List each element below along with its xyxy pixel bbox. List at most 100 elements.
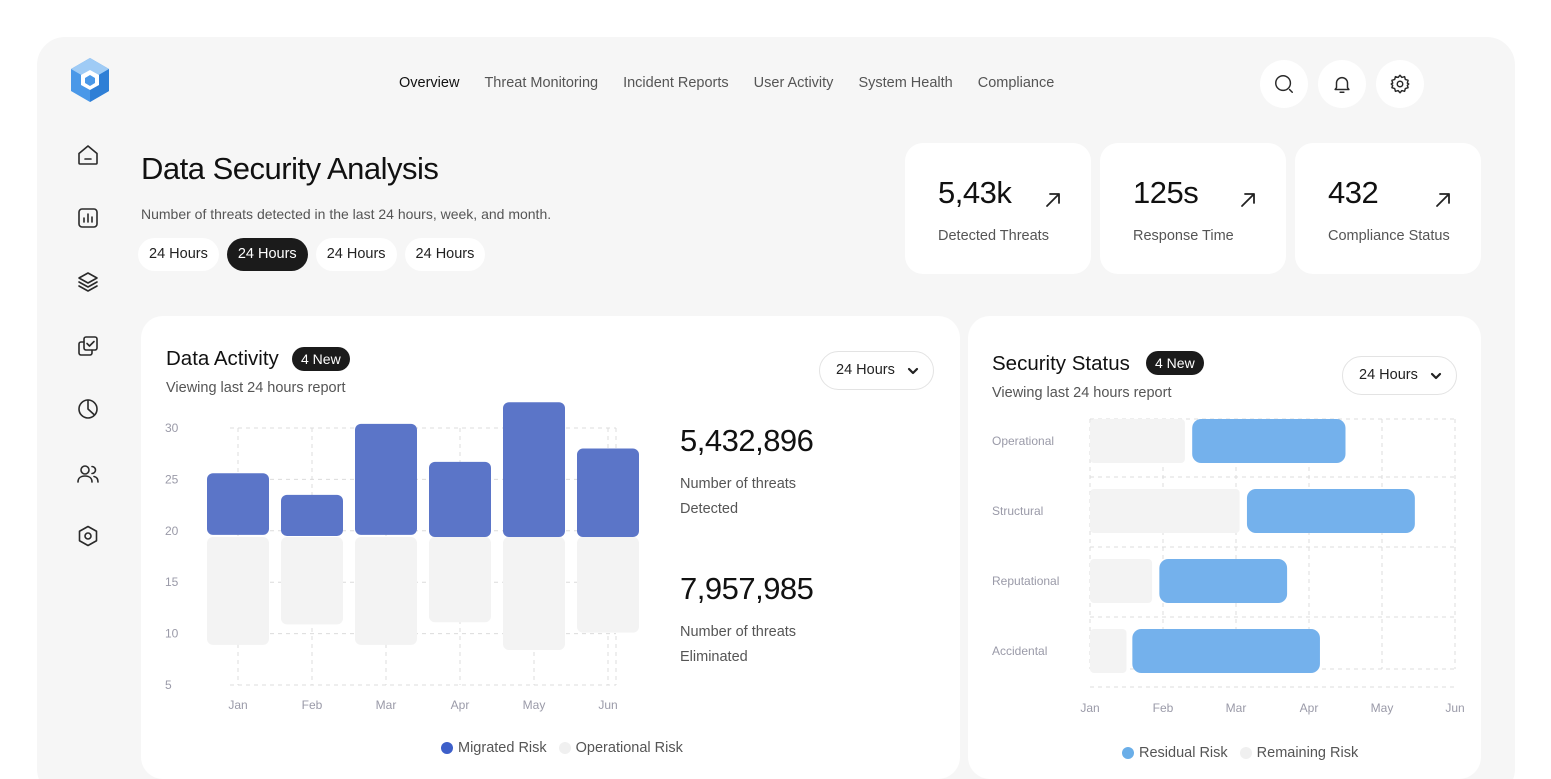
arrow-up-right-icon [1436, 193, 1450, 207]
settings-button[interactable] [1376, 60, 1424, 108]
home-icon[interactable] [73, 140, 103, 170]
bar-residual-risk [1132, 629, 1320, 673]
threats-eliminated-label: Number of threats Eliminated [680, 624, 797, 665]
bar-residual-risk [1246, 489, 1415, 533]
search-button[interactable] [1260, 60, 1308, 108]
tab-user-activity[interactable]: User Activity [753, 75, 834, 91]
stat-value: 432 [1328, 175, 1379, 210]
pie-chart-icon[interactable] [73, 394, 103, 424]
card-subtitle: Viewing last 24 hours report [166, 380, 346, 396]
y-tick-label: 25 [165, 472, 179, 486]
data-activity-chart: 30 25 20 15 10 5 Jan Feb Mar Apr May Jun [165, 402, 639, 712]
bar-remaining-risk [1090, 489, 1240, 533]
bar-remaining-risk [1090, 629, 1127, 673]
tab-threat-monitoring[interactable]: Threat Monitoring [484, 75, 599, 91]
dropdown-value: 24 Hours [1359, 367, 1418, 383]
time-chip[interactable]: 24 Hours [138, 238, 219, 271]
x-tick-label: Mar [1226, 701, 1247, 715]
x-tick-label: May [1371, 701, 1394, 715]
hexagon-icon[interactable] [73, 521, 103, 551]
users-icon[interactable] [73, 459, 103, 489]
legend-item: Migrated Risk [441, 740, 547, 756]
x-tick-label: Mar [376, 698, 397, 712]
legend-item: Operational Risk [558, 740, 683, 756]
chart-legend: Migrated Risk Operational Risk [441, 740, 683, 756]
chevron-down-icon [907, 367, 918, 374]
security-status-card: Security Status 4 New Viewing last 24 ho… [968, 316, 1481, 779]
bar-operational-risk [355, 536, 417, 645]
legend-label: Residual Risk [1139, 745, 1228, 761]
stat-card-detected-threats[interactable]: 5,43k Detected Threats [905, 143, 1091, 274]
threats-detected-value: 5,432,896 [680, 423, 814, 458]
time-chip[interactable]: 24 Hours [315, 238, 397, 271]
bar-migrated-risk [281, 494, 343, 536]
y-category-label: Structural [992, 504, 1043, 518]
bar-operational-risk [281, 536, 343, 625]
y-tick-label: 5 [165, 678, 172, 692]
security-status-chart: Jan Feb Mar Apr May Jun Operational Structural R… [992, 418, 1465, 715]
card-title: Data Activity [166, 347, 279, 370]
legend-label: Migrated Risk [458, 740, 547, 756]
x-tick-label: Feb [302, 698, 323, 712]
x-tick-label: May [523, 698, 546, 712]
bar-residual-risk [1192, 419, 1346, 463]
x-tick-label: Feb [1153, 701, 1174, 715]
chart-legend: Residual Risk Remaining Risk [1122, 745, 1358, 761]
y-category-label: Operational [992, 434, 1054, 448]
card-subtitle: Viewing last 24 hours report [992, 385, 1172, 401]
time-range-dropdown[interactable]: 24 Hours [819, 351, 934, 390]
dropdown-value: 24 Hours [836, 362, 895, 378]
y-tick-label: 20 [165, 524, 179, 538]
time-range-dropdown[interactable]: 24 Hours [1342, 356, 1457, 395]
tab-system-health[interactable]: System Health [858, 75, 953, 91]
check-copy-icon[interactable] [73, 331, 103, 361]
time-chip-active[interactable]: 24 Hours [226, 238, 308, 271]
stat-label: Detected Threats [938, 228, 1049, 244]
stat-value: 125s [1133, 175, 1199, 210]
search-icon [1275, 75, 1293, 93]
threats-eliminated-value: 7,957,985 [680, 571, 814, 606]
time-chip[interactable]: 24 Hours [404, 238, 486, 271]
tab-compliance[interactable]: Compliance [977, 75, 1055, 91]
arrow-up-right-icon [1241, 193, 1255, 207]
stat-card-response-time[interactable]: 125s Response Time [1100, 143, 1286, 274]
bar-migrated-risk [429, 461, 491, 537]
y-category-label: Reputational [992, 574, 1059, 588]
legend-dot-remaining [1239, 747, 1252, 759]
data-activity-card: Data Activity 4 New Viewing last 24 hour… [141, 316, 960, 779]
top-nav: Overview Threat Monitoring Incident Repo… [399, 75, 1054, 91]
y-tick-label: 10 [165, 627, 179, 641]
stat-value: 5,43k [938, 175, 1012, 210]
legend-label: Remaining Risk [1256, 745, 1359, 761]
new-badge: 4 New [292, 347, 350, 371]
stat-label: Response Time [1133, 228, 1234, 244]
legend-item: Remaining Risk [1239, 745, 1359, 761]
stat-card-compliance-status[interactable]: 432 Compliance Status [1295, 143, 1481, 274]
tab-overview[interactable]: Overview [399, 75, 460, 91]
notifications-button[interactable] [1318, 60, 1366, 108]
x-tick-label: Jan [1080, 701, 1099, 715]
threats-detected-label: Number of threats Detected [680, 476, 797, 517]
bar-migrated-risk [355, 423, 417, 535]
x-tick-label: Apr [451, 698, 470, 712]
x-tick-label: Jun [598, 698, 617, 712]
time-range-chips: 24 Hours 24 Hours 24 Hours 24 Hours [138, 238, 486, 271]
x-tick-label: Jan [228, 698, 247, 712]
layers-icon[interactable] [73, 267, 103, 297]
page-title: Data Security Analysis [141, 151, 439, 186]
bar-remaining-risk [1090, 559, 1153, 603]
tab-incident-reports[interactable]: Incident Reports [623, 75, 729, 91]
page-subtitle: Number of threats detected in the last 2… [141, 206, 552, 222]
chevron-down-icon [1430, 372, 1441, 379]
y-category-label: Accidental [992, 644, 1047, 658]
legend-label: Operational Risk [575, 740, 683, 756]
bell-icon [1334, 76, 1350, 93]
bar-chart-icon[interactable] [73, 203, 103, 233]
arrow-up-right-icon [1046, 193, 1060, 207]
card-title: Security Status [992, 352, 1130, 375]
bar-operational-risk [577, 536, 639, 633]
stat-label: Compliance Status [1328, 228, 1450, 244]
new-badge: 4 New [1146, 351, 1204, 375]
bar-migrated-risk [503, 402, 565, 537]
legend-dot-residual [1122, 747, 1134, 759]
